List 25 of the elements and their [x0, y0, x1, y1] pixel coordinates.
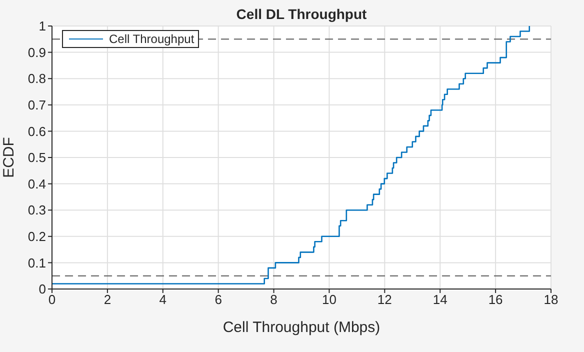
x-tick-label: 10: [322, 292, 336, 308]
x-axis-title: Cell Throughput (Mbps): [222, 319, 380, 336]
x-tick-label: 16: [488, 292, 503, 308]
y-tick-label: 0.3: [28, 202, 46, 218]
y-tick-label: 0: [38, 282, 46, 297]
x-tick-label: 8: [270, 292, 278, 308]
x-tick-label: 12: [377, 292, 392, 308]
y-axis-title: ECDF: [0, 137, 18, 178]
y-tick-label: 0.4: [28, 176, 46, 192]
y-tick-label: 0.6: [28, 124, 46, 139]
y-tick-label: 1: [38, 18, 46, 34]
x-tick-label: 2: [104, 292, 112, 308]
x-tick-label: 14: [432, 292, 448, 308]
x-tick-label: 18: [544, 292, 558, 308]
y-tick-label: 0.5: [28, 150, 46, 166]
x-tick-label: 0: [48, 292, 56, 308]
legend-label: Cell Throughput: [109, 32, 194, 46]
chart-title: Cell DL Throughput: [235, 6, 368, 22]
y-tick-label: 0.9: [28, 44, 46, 60]
y-tick-label: 0.2: [28, 229, 46, 244]
y-tick-label: 0.7: [28, 98, 46, 113]
y-tick-label: 0.8: [28, 71, 46, 86]
x-tick-label: 4: [159, 292, 167, 308]
x-tick-label: 6: [214, 292, 222, 308]
y-tick-label: 0.1: [28, 255, 46, 270]
